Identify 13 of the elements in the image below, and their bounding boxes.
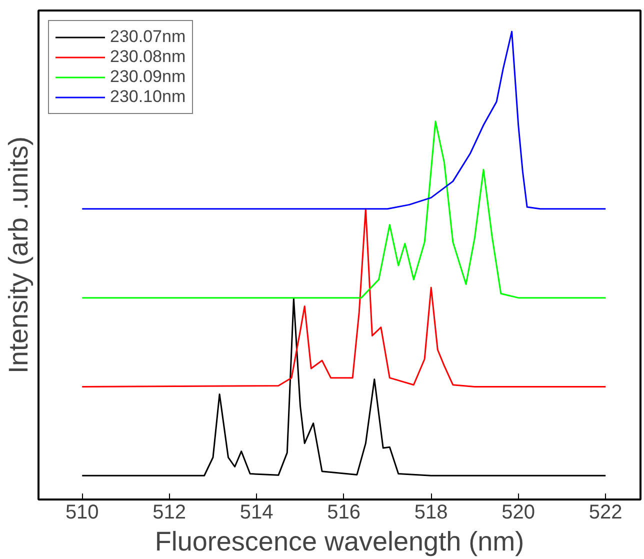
legend-label: 230.10nm (110, 87, 186, 107)
y-axis-title: Intensity (arb .units) (4, 136, 34, 374)
x-tick-label: 522 (588, 502, 622, 524)
x-tick-label: 514 (240, 502, 274, 524)
x-tick-label: 518 (414, 502, 448, 524)
x-tick-label: 512 (152, 502, 186, 524)
legend-label: 230.09nm (110, 67, 186, 87)
x-tick-label: 510 (65, 502, 99, 524)
legend-label: 230.07nm (110, 27, 186, 47)
x-tick-label: 516 (327, 502, 361, 524)
legend-label: 230.08nm (110, 47, 186, 67)
x-axis-title: Fluorescence wavelength (nm) (154, 526, 524, 556)
x-tick-label: 520 (502, 502, 536, 524)
